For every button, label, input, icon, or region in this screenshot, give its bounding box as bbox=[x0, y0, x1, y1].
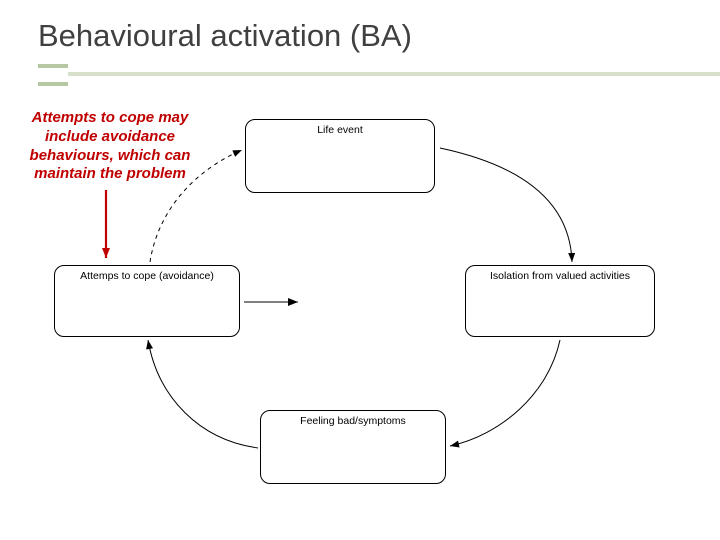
node-life-event: Life event bbox=[245, 119, 435, 193]
title-accent-box bbox=[38, 64, 68, 86]
node-feeling-bad-label: Feeling bad/symptoms bbox=[261, 415, 445, 427]
title-rule bbox=[68, 72, 720, 76]
node-feeling-bad: Feeling bad/symptoms bbox=[260, 410, 446, 484]
node-isolation-label: Isolation from valued activities bbox=[466, 270, 654, 282]
slide: Behavioural activation (BA) Attempts to … bbox=[0, 0, 720, 540]
node-isolation: Isolation from valued activities bbox=[465, 265, 655, 337]
node-life-event-label: Life event bbox=[246, 124, 434, 136]
annotation-text: Attempts to cope may include avoidance b… bbox=[10, 109, 210, 184]
page-title: Behavioural activation (BA) bbox=[38, 18, 412, 54]
node-attempts-label: Attemps to cope (avoidance) bbox=[55, 270, 239, 282]
node-attempts: Attemps to cope (avoidance) bbox=[54, 265, 240, 337]
